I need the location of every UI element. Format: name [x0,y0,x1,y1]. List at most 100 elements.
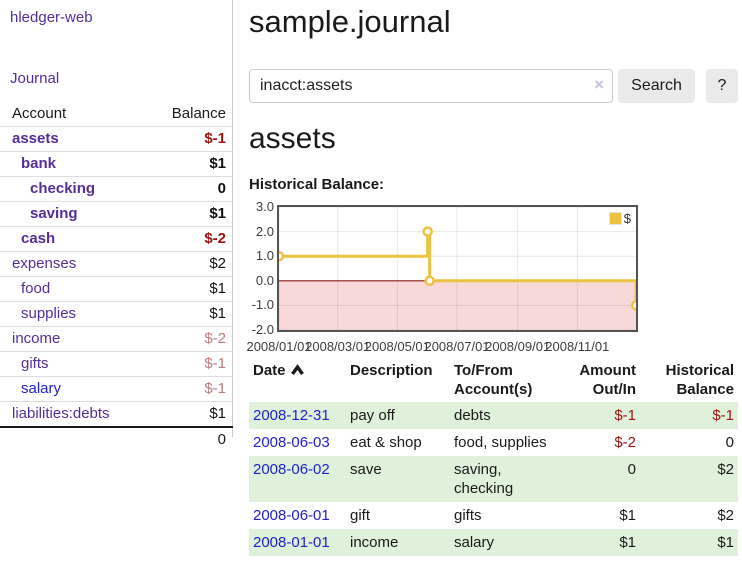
account-row: food $1 [0,276,233,301]
app-title-link[interactable]: hledger-web [10,9,93,26]
account-balance: $1 [209,155,226,173]
transaction-amount: $-1 [562,402,640,429]
transaction-description: income [346,529,450,556]
clear-search-icon[interactable]: × [594,75,604,95]
transaction-amount: $1 [562,529,640,556]
column-header-balance[interactable]: Historical Balance [640,358,738,402]
chart-plot-area: $ [277,205,638,332]
account-link[interactable]: bank [21,155,56,173]
account-balance: $2 [209,255,226,273]
account-link[interactable]: checking [30,180,95,198]
transaction-date-link[interactable]: 2008-01-01 [253,534,330,551]
account-link[interactable]: gifts [21,355,49,373]
sort-ascending-icon [290,364,305,376]
chart-legend: $ [609,211,631,226]
account-link[interactable]: supplies [21,305,76,323]
account-link[interactable]: income [12,330,60,348]
account-row: salary $-1 [0,376,233,401]
account-balance: $-2 [204,230,226,248]
search-button[interactable]: Search [618,69,695,103]
account-link[interactable]: expenses [12,255,76,273]
account-balance: $-1 [204,380,226,398]
page-title: sample.journal [249,4,451,40]
account-link[interactable]: assets [12,130,59,148]
account-balance: 0 [218,180,226,198]
account-row: gifts $-1 [0,351,233,376]
transaction-accounts: debts [450,402,562,429]
account-row: checking 0 [0,176,233,201]
account-balance: $1 [209,205,226,223]
transaction-balance: 0 [640,429,738,456]
account-link[interactable]: food [21,280,50,298]
transaction-row: 2008-01-01incomesalary$1$1 [249,529,738,556]
account-balance: $1 [209,280,226,298]
account-row: assets $-1 [0,126,233,151]
y-axis-tick-label: 3.0 [249,200,274,214]
column-header-accounts[interactable]: To/From Account(s) [450,358,562,402]
account-link[interactable]: saving [30,205,78,223]
transaction-description: pay off [346,402,450,429]
y-axis-tick-label: 0.0 [249,274,274,288]
transaction-date-link[interactable]: 2008-06-01 [253,507,330,524]
transaction-accounts: saving, checking [450,456,562,502]
chart-canvas [279,207,636,330]
account-row: expenses $2 [0,251,233,276]
x-axis-tick-label: 2008/09/01 [485,339,550,354]
transaction-row: 2008-06-02 savesaving, checking0$2 [249,456,738,502]
x-axis-tick-label: 2008/07/01 [424,339,489,354]
transaction-row: 2008-06-03 eat & shopfood, supplies$-20 [249,429,738,456]
account-balance: $-1 [204,355,226,373]
column-header-description[interactable]: Description [346,358,450,402]
transaction-date-link[interactable]: 2008-06-03 [253,434,330,451]
x-axis-tick-label: 2008/01/01 [246,339,311,354]
transaction-balance: $2 [640,502,738,529]
transaction-accounts: salary [450,529,562,556]
legend-swatch-icon [609,212,622,225]
account-link[interactable]: cash [21,230,55,248]
transaction-description: gift [346,502,450,529]
y-axis-tick-label: -2.0 [249,323,274,337]
x-axis-tick-label: 2008/11/01 [545,339,609,354]
account-row: cash $-2 [0,226,233,251]
accounts-table: Account Balance assets $-1 bank $1 checking 0… [0,101,233,451]
accounts-column-header: Account [12,105,66,122]
column-header-amount[interactable]: Amount Out/In [562,358,640,402]
transaction-date-link[interactable]: 2008-06-02 [253,461,330,478]
transaction-description: eat & shop [346,429,450,456]
register-table: Date Description To/From Account(s) Amou… [249,358,738,556]
account-row: bank $1 [0,151,233,176]
search-input-wrap: × [249,69,613,103]
account-heading: assets [249,122,336,156]
transaction-balance: $2 [640,456,738,502]
transaction-amount: 0 [562,456,640,502]
transaction-row: 2008-06-01giftgifts$1$2 [249,502,738,529]
account-link[interactable]: salary [21,380,61,398]
register-header-row: Date Description To/From Account(s) Amou… [249,358,738,402]
account-balance: $-2 [204,330,226,348]
y-axis-tick-label: 2.0 [249,225,274,239]
transaction-accounts: food, supplies [450,429,562,456]
transaction-balance: $1 [640,529,738,556]
sidebar: hledger-web Journal Account Balance asse… [0,0,233,437]
account-row: liabilities:debts $1 [0,401,233,426]
transaction-description: save [346,456,450,502]
transaction-amount: $-2 [562,429,640,456]
historical-balance-chart: $ 3.02.01.00.0-1.0-2.02008/01/012008/03/… [249,200,669,352]
account-balance: $-1 [204,130,226,148]
chart-title: Historical Balance: [249,176,384,193]
account-balance: $1 [209,405,226,423]
y-axis-tick-label: -1.0 [249,298,274,312]
search-input[interactable] [249,69,613,103]
account-row: income $-2 [0,326,233,351]
sidebar-item-journal[interactable]: Journal [10,70,59,87]
account-link[interactable]: liabilities:debts [12,405,110,423]
accounts-total-value: 0 [218,431,226,448]
main-content: sample.journal × Search ? assets Histori… [249,0,742,582]
account-row: supplies$1 [0,301,233,326]
transaction-date-link[interactable]: 2008-12-31 [253,407,330,424]
accounts-table-header: Account Balance [0,101,233,126]
legend-label: $ [624,211,631,226]
balance-column-header: Balance [172,105,226,122]
help-button[interactable]: ? [706,69,738,103]
column-header-date[interactable]: Date [249,358,346,402]
